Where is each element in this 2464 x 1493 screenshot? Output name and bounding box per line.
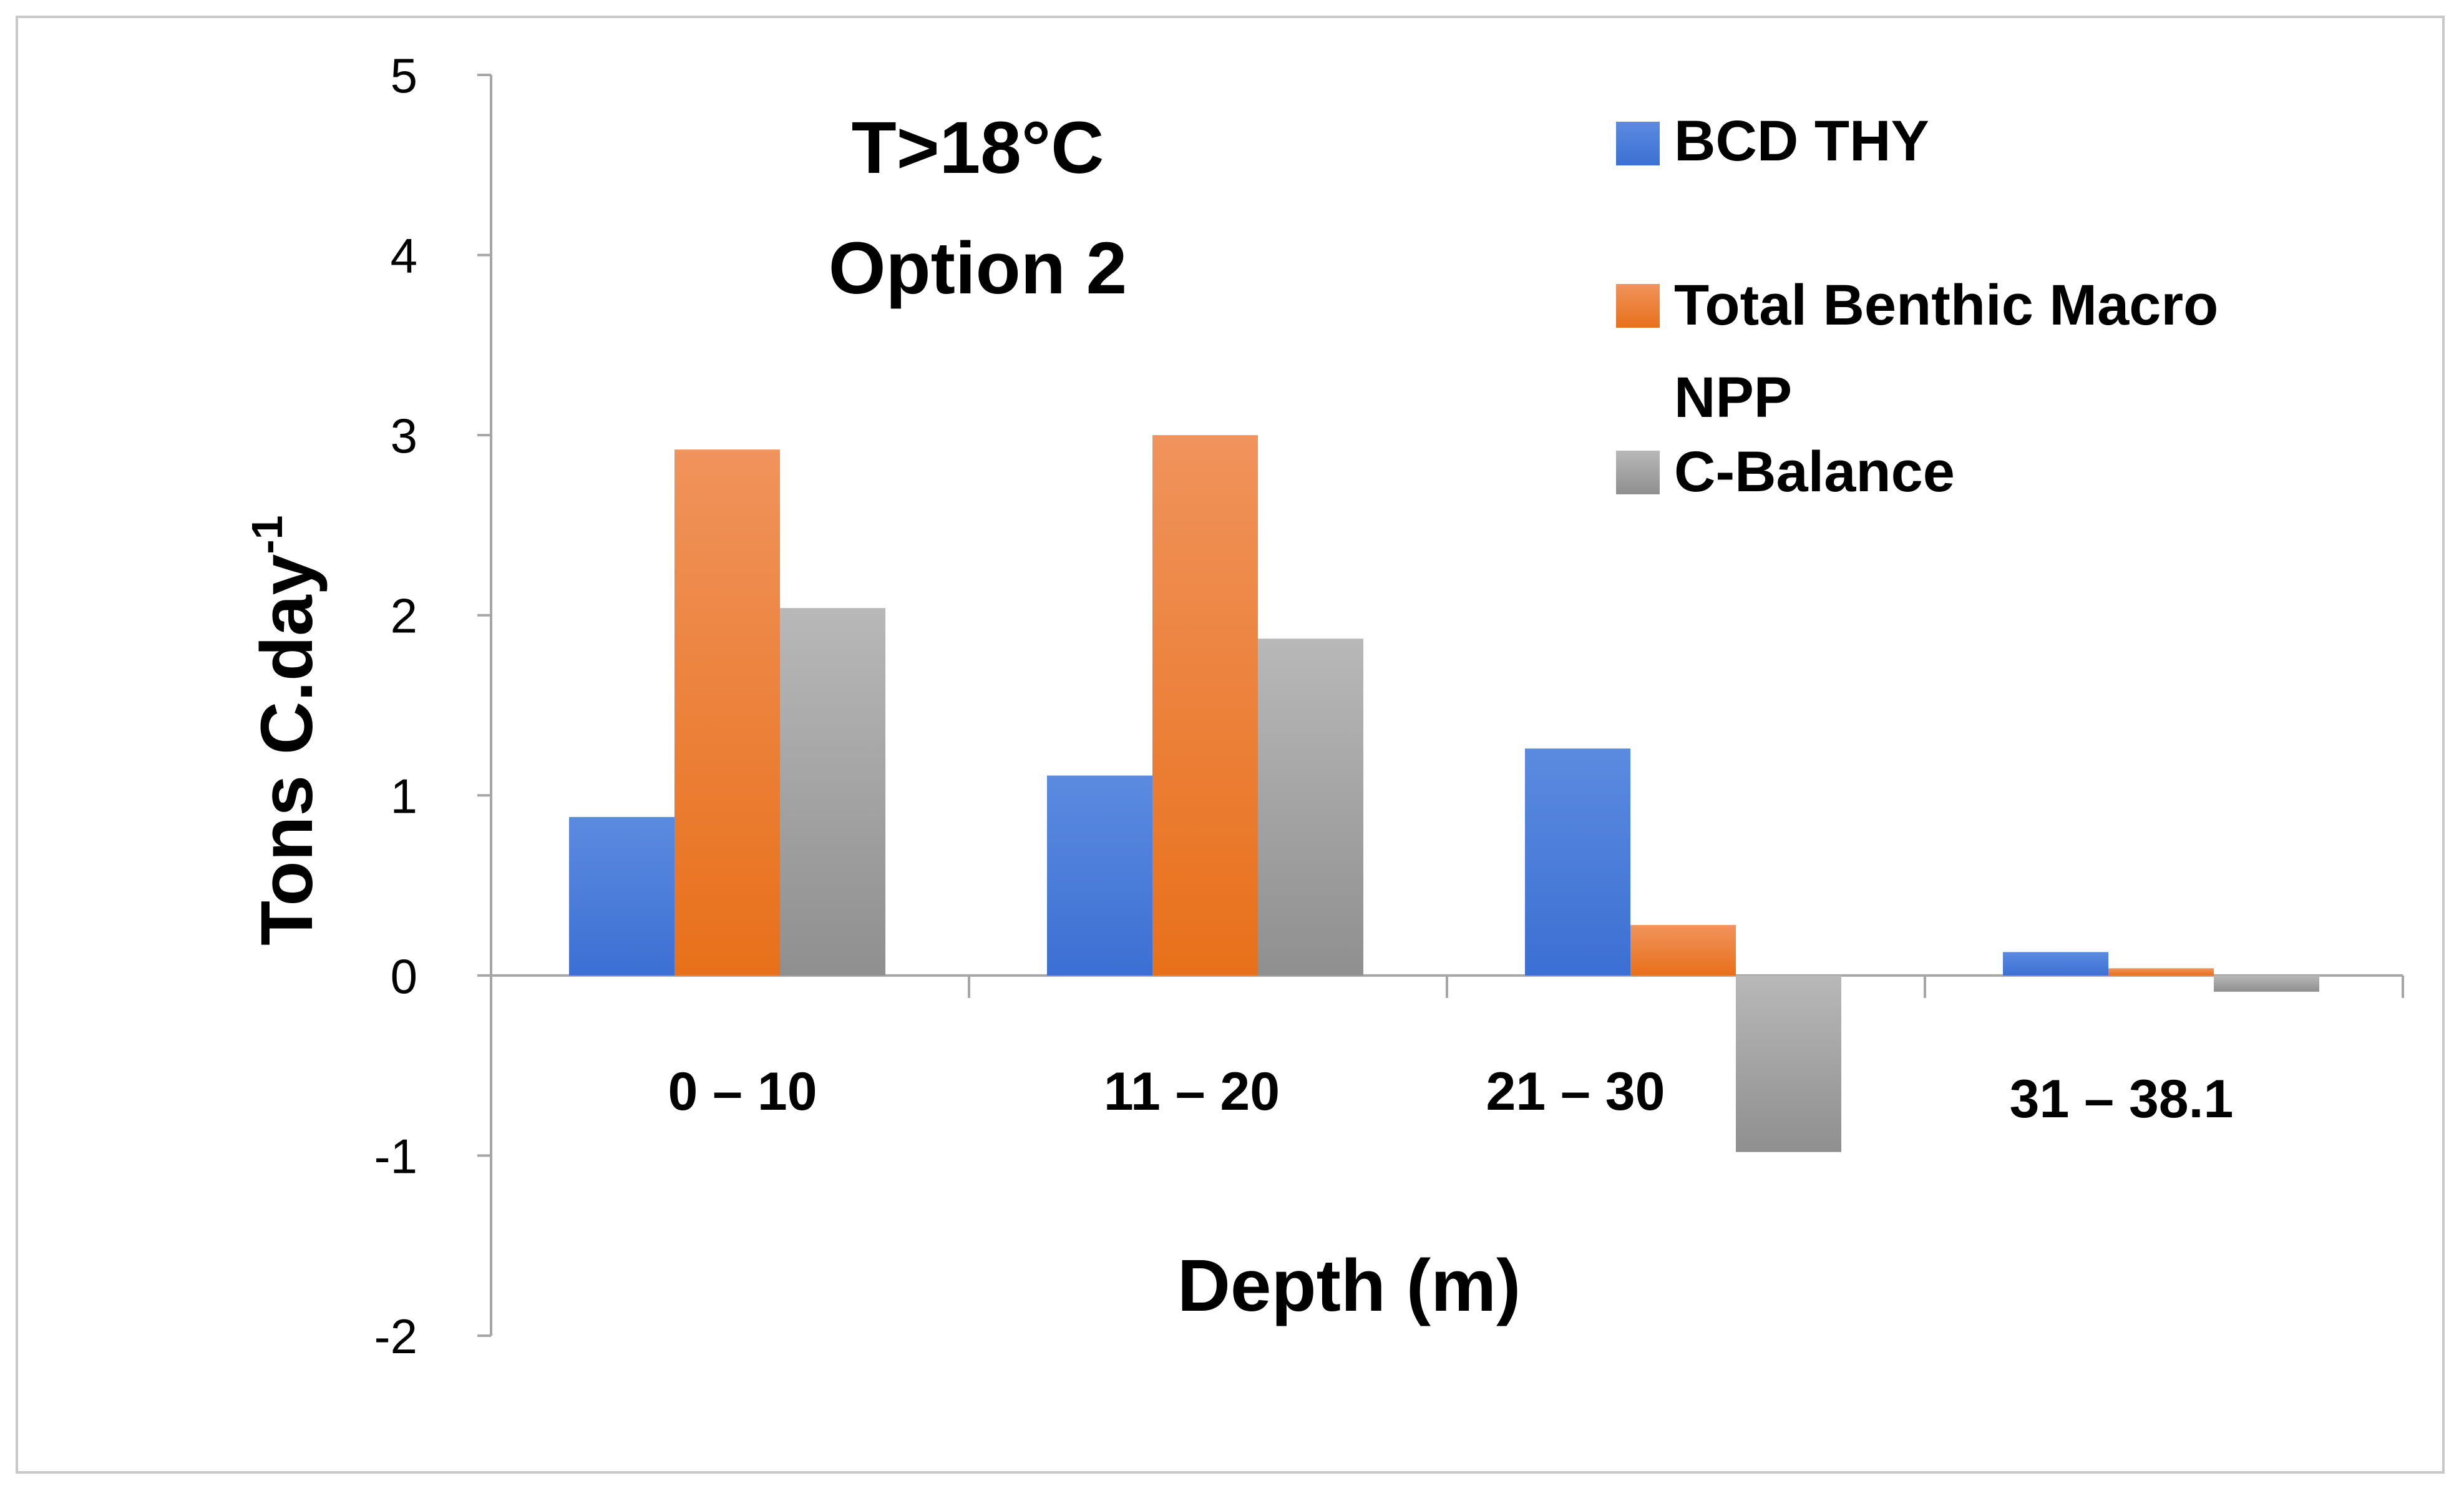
y-axis-title-superscript: -1	[243, 516, 291, 554]
legend-swatch-c-balance	[1616, 451, 1660, 494]
legend-label-total-benthic-macro-npp-line-2: NPP	[1674, 366, 1792, 429]
y-tick-label: -1	[374, 1128, 417, 1183]
bar-total-benthic-macro-npp-11-20	[1152, 435, 1258, 976]
chart-title: T>18°C Option 2	[829, 107, 1127, 310]
chart-title-line-2: Option 2	[829, 227, 1127, 310]
bar-c-balance-0-10	[780, 608, 885, 976]
bar-bcd-thy-31-38-1	[2003, 952, 2108, 976]
bar-c-balance-11-20	[1258, 639, 1363, 976]
legend-label-c-balance: C-Balance	[1674, 440, 1955, 504]
bar-c-balance-21-30	[1736, 975, 1841, 1152]
bar-total-benthic-macro-npp-31-38-1	[2108, 968, 2214, 976]
svg-text:Tons C.day-1: Tons C.day-1	[243, 516, 328, 946]
legend-label-bcd-thy: BCD THY	[1674, 109, 1929, 173]
legend-label-total-benthic-macro-npp-line-1: Total Benthic Macro	[1674, 273, 2218, 337]
bar-total-benthic-macro-npp-0-10	[674, 449, 780, 976]
y-tick-label: 1	[391, 768, 417, 823]
bar-total-benthic-macro-npp-21-30	[1630, 925, 1736, 976]
y-tick-label: 0	[391, 949, 417, 1004]
bar-c-balance-31-38-1	[2214, 975, 2319, 992]
x-category-label: 0 – 10	[668, 1062, 817, 1122]
legend-swatch-total-benthic-macro-npp	[1616, 284, 1660, 328]
x-axis-title: Depth (m)	[1177, 1245, 1521, 1327]
y-axis-title: Tons C.day-1	[243, 516, 328, 946]
chart-title-line-1: T>18°C	[852, 107, 1104, 189]
legend-swatch-bcd-thy	[1616, 122, 1660, 165]
bars	[569, 435, 2319, 1152]
x-category-ticks	[490, 975, 2404, 998]
x-category-label: 21 – 30	[1486, 1062, 1665, 1122]
y-axis-title-text: Tons C.day	[246, 554, 328, 946]
y-tick-label: 2	[391, 589, 417, 644]
bar-bcd-thy-11-20	[1047, 775, 1152, 976]
bar-bcd-thy-21-30	[1525, 748, 1630, 976]
y-ticks: 5 4 3 2 1 0 -1 -2	[374, 48, 491, 1364]
y-tick-label: -2	[374, 1309, 417, 1364]
bar-bcd-thy-0-10	[569, 816, 674, 976]
y-tick-label: 4	[391, 228, 417, 283]
x-category-label: 31 – 38.1	[2010, 1069, 2234, 1129]
legend[interactable]: BCD THY Total Benthic Macro NPP C-Balanc…	[1616, 109, 2218, 504]
y-tick-label: 3	[391, 408, 417, 463]
y-tick-label: 5	[391, 48, 417, 103]
x-category-label: 11 – 20	[1104, 1062, 1280, 1122]
x-category-labels: 0 – 10 11 – 20 21 – 30 31 – 38.1	[668, 1062, 2233, 1129]
